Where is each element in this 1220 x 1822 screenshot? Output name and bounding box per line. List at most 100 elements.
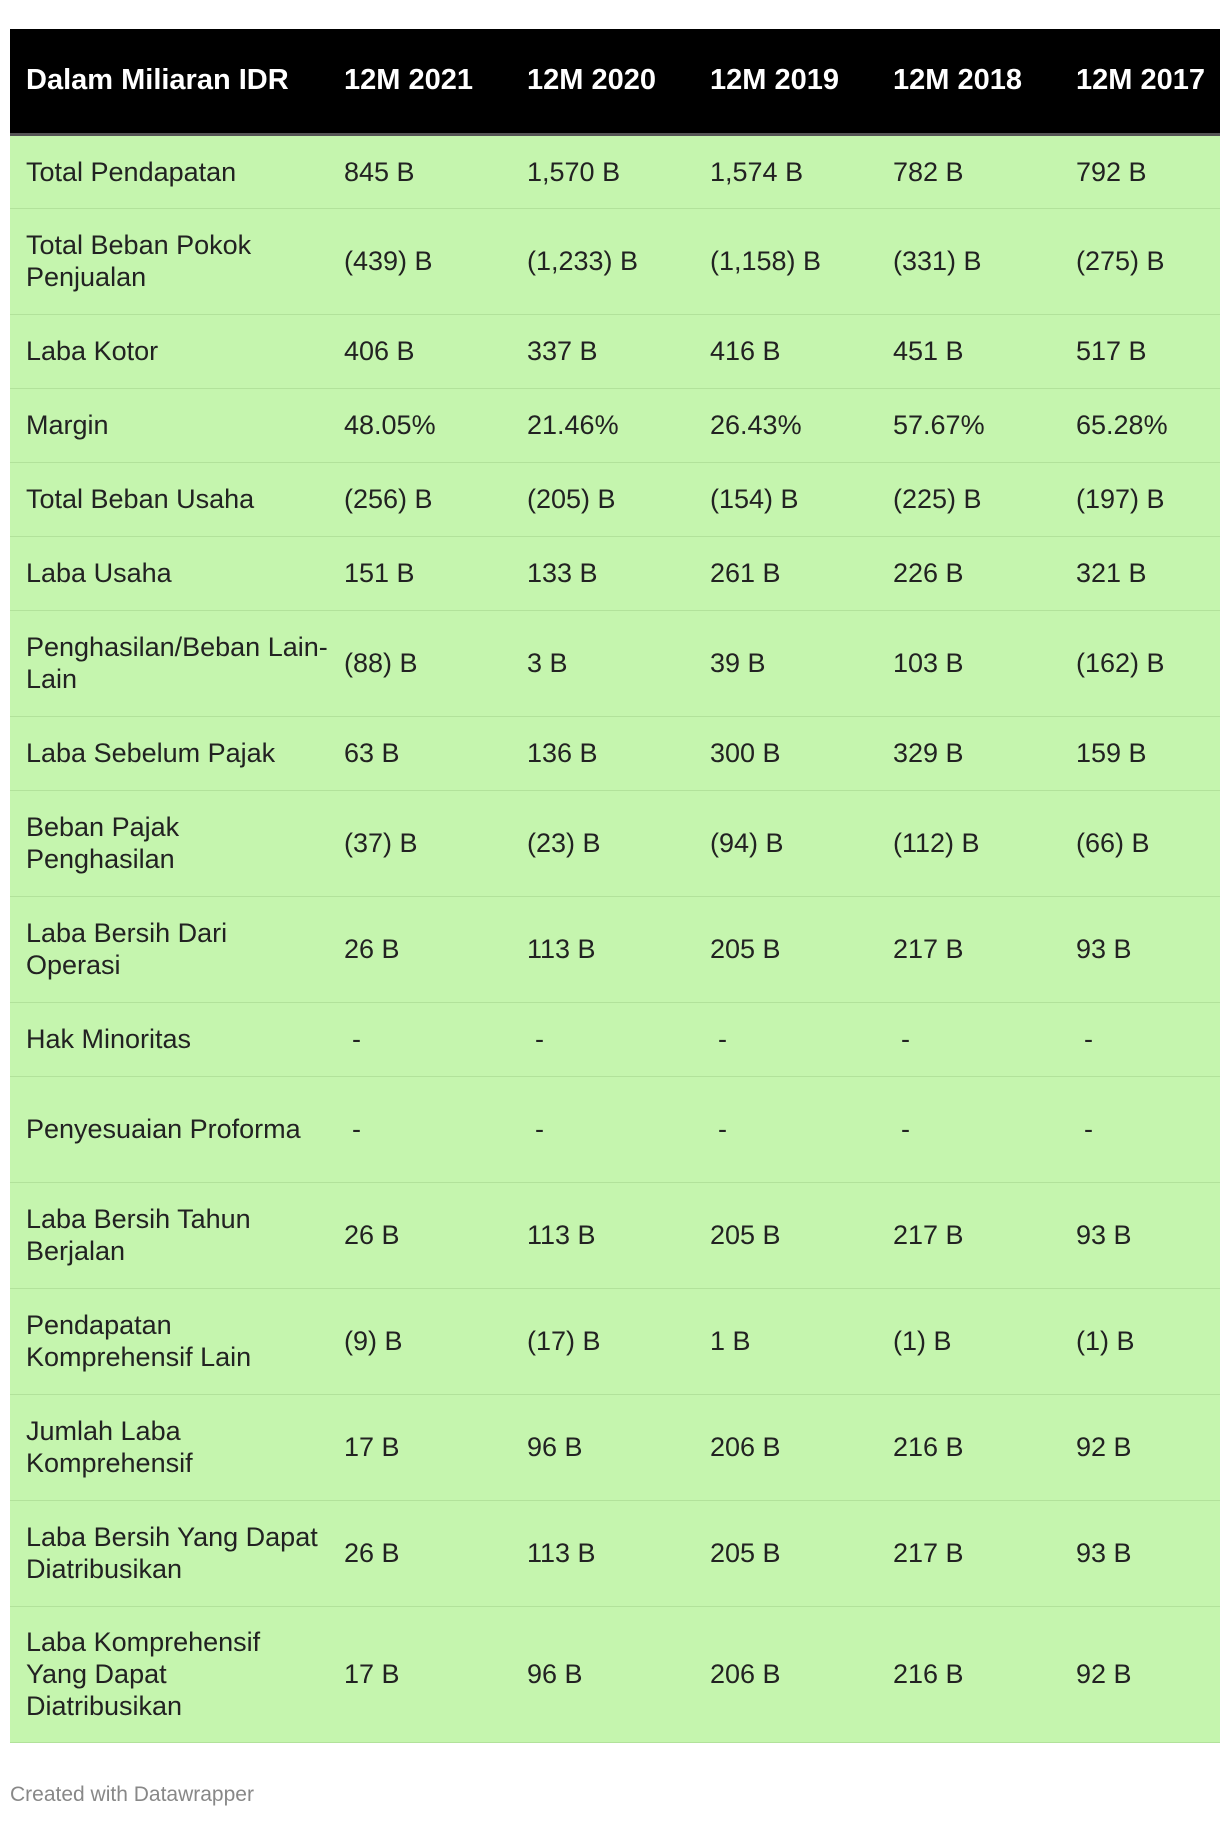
row-label: Beban Pajak Penghasilan	[10, 790, 328, 897]
cell-value: 451 B	[877, 314, 1060, 389]
cell-value: 217 B	[877, 896, 1060, 1003]
cell-value: (1) B	[877, 1288, 1060, 1395]
cell-value: 216 B	[877, 1606, 1060, 1743]
cell-value: 26 B	[328, 1500, 511, 1607]
cell-value: 26 B	[328, 896, 511, 1003]
cell-value: 93 B	[1060, 1182, 1220, 1289]
column-header: 12M 2019	[694, 29, 877, 136]
cell-value: 96 B	[511, 1394, 694, 1501]
cell-value: (66) B	[1060, 790, 1220, 897]
row-label: Total Pendapatan	[10, 134, 328, 209]
cell-value: 416 B	[694, 314, 877, 389]
cell-value: 337 B	[511, 314, 694, 389]
row-label: Penyesuaian Proforma	[10, 1076, 328, 1183]
cell-value: 93 B	[1060, 896, 1220, 1003]
cell-value: 517 B	[1060, 314, 1220, 389]
column-header: 12M 2018	[877, 29, 1060, 136]
cell-value: 48.05%	[328, 388, 511, 463]
cell-value: (17) B	[511, 1288, 694, 1395]
cell-value: (154) B	[694, 462, 877, 537]
cell-value: 782 B	[877, 134, 1060, 209]
cell-value: 92 B	[1060, 1606, 1220, 1743]
cell-value: 103 B	[877, 610, 1060, 717]
cell-value: (88) B	[328, 610, 511, 717]
cell-value: 21.46%	[511, 388, 694, 463]
row-label: Laba Bersih Tahun Berjalan	[10, 1182, 328, 1289]
cell-value: -	[511, 1002, 694, 1077]
row-label: Total Beban Pokok Penjualan	[10, 208, 328, 315]
cell-value: 205 B	[694, 1500, 877, 1607]
table-row: Laba Kotor 406 B 337 B 416 B 451 B 517 B	[10, 314, 1220, 389]
cell-value: -	[328, 1076, 511, 1183]
cell-value: 17 B	[328, 1394, 511, 1501]
row-label: Laba Komprehensif Yang Dapat Diatribusik…	[10, 1606, 328, 1743]
header-row: Dalam Miliaran IDR 12M 2021 12M 2020 12M 20…	[10, 29, 1220, 136]
cell-value: 133 B	[511, 536, 694, 611]
cell-value: 113 B	[511, 1500, 694, 1607]
cell-value: (331) B	[877, 208, 1060, 315]
income-statement-table: Dalam Miliaran IDR 12M 2021 12M 2020 12M 20…	[10, 29, 1220, 1743]
cell-value: 96 B	[511, 1606, 694, 1743]
cell-value: (94) B	[694, 790, 877, 897]
table-header: Dalam Miliaran IDR 12M 2021 12M 2020 12M 20…	[10, 29, 1220, 136]
cell-value: (23) B	[511, 790, 694, 897]
table-row: Beban Pajak Penghasilan (37) B (23) B (94) …	[10, 790, 1220, 897]
table-row: Laba Bersih Tahun Berjalan 26 B 113 B 205 B…	[10, 1182, 1220, 1289]
table-row: Jumlah Laba Komprehensif 17 B 96 B 206 B 216…	[10, 1394, 1220, 1501]
cell-value: -	[877, 1076, 1060, 1183]
cell-value: 93 B	[1060, 1500, 1220, 1607]
cell-value: -	[694, 1076, 877, 1183]
cell-value: (439) B	[328, 208, 511, 315]
column-header: 12M 2021	[328, 29, 511, 136]
row-label: Laba Usaha	[10, 536, 328, 611]
cell-value: -	[1060, 1002, 1220, 1077]
cell-value: 1,570 B	[511, 134, 694, 209]
cell-value: 216 B	[877, 1394, 1060, 1501]
table-row: Hak Minoritas - - - - -	[10, 1002, 1220, 1077]
row-label: Laba Kotor	[10, 314, 328, 389]
cell-value: 92 B	[1060, 1394, 1220, 1501]
row-label: Jumlah Laba Komprehensif	[10, 1394, 328, 1501]
cell-value: 1,574 B	[694, 134, 877, 209]
cell-value: 26 B	[328, 1182, 511, 1289]
cell-value: 845 B	[328, 134, 511, 209]
cell-value: (275) B	[1060, 208, 1220, 315]
cell-value: 217 B	[877, 1182, 1060, 1289]
cell-value: 17 B	[328, 1606, 511, 1743]
cell-value: 300 B	[694, 716, 877, 791]
column-header-label: Dalam Miliaran IDR	[10, 29, 328, 136]
cell-value: (225) B	[877, 462, 1060, 537]
column-header: 12M 2017	[1060, 29, 1220, 136]
row-label: Total Beban Usaha	[10, 462, 328, 537]
income-statement-table-wrapper: Dalam Miliaran IDR 12M 2021 12M 2020 12M 20…	[10, 29, 1220, 1743]
cell-value: (1,233) B	[511, 208, 694, 315]
table-row: Margin 48.05% 21.46% 26.43% 57.67% 65.28%	[10, 388, 1220, 463]
cell-value: 226 B	[877, 536, 1060, 611]
cell-value: (205) B	[511, 462, 694, 537]
table-row: Laba Bersih Dari Operasi 26 B 113 B 205 B 21…	[10, 896, 1220, 1003]
cell-value: 406 B	[328, 314, 511, 389]
cell-value: 1 B	[694, 1288, 877, 1395]
cell-value: 113 B	[511, 896, 694, 1003]
cell-value: (256) B	[328, 462, 511, 537]
table-row: Laba Bersih Yang Dapat Diatribusikan 26 B…	[10, 1500, 1220, 1607]
table-row: Total Beban Usaha (256) B (205) B (154) B (2…	[10, 462, 1220, 537]
table-row: Total Beban Pokok Penjualan (439) B (1,233…	[10, 208, 1220, 315]
cell-value: 261 B	[694, 536, 877, 611]
cell-value: 65.28%	[1060, 388, 1220, 463]
cell-value: -	[328, 1002, 511, 1077]
cell-value: (112) B	[877, 790, 1060, 897]
table-row: Laba Komprehensif Yang Dapat Diatribusik…	[10, 1606, 1220, 1743]
column-header: 12M 2020	[511, 29, 694, 136]
cell-value: 206 B	[694, 1606, 877, 1743]
cell-value: (9) B	[328, 1288, 511, 1395]
table-row: Penyesuaian Proforma - - - - -	[10, 1076, 1220, 1183]
cell-value: -	[694, 1002, 877, 1077]
cell-value: (162) B	[1060, 610, 1220, 717]
cell-value: 206 B	[694, 1394, 877, 1501]
cell-value: 3 B	[511, 610, 694, 717]
table-row: Laba Sebelum Pajak 63 B 136 B 300 B 329 B 159…	[10, 716, 1220, 791]
cell-value: 113 B	[511, 1182, 694, 1289]
cell-value: 63 B	[328, 716, 511, 791]
